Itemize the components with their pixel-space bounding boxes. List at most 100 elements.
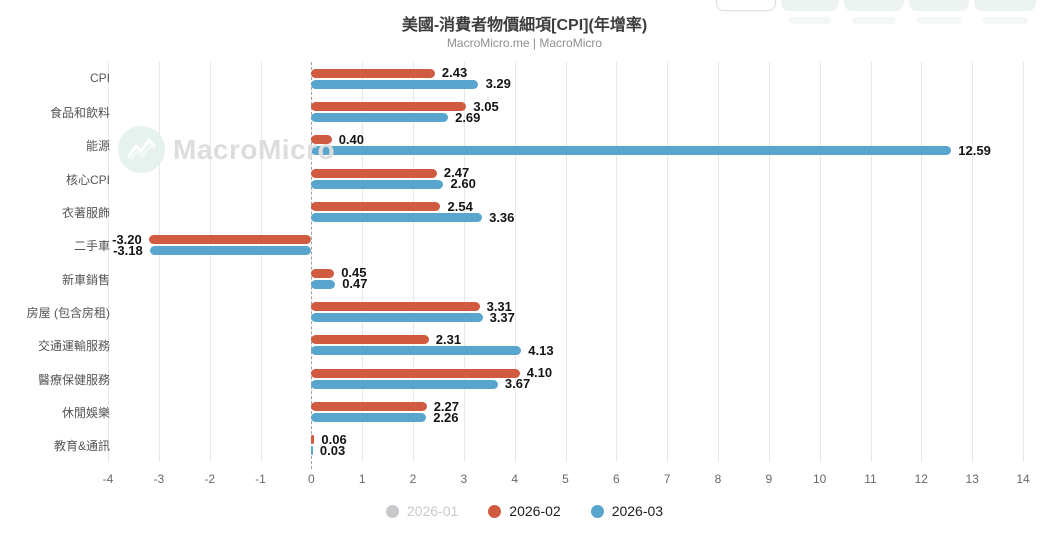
toolbar-button-5[interactable]: [974, 0, 1036, 11]
bar-value-label: 3.05: [473, 98, 499, 114]
gridline: [616, 62, 618, 462]
bar-2026-03-能源[interactable]: [311, 146, 952, 156]
x-tick-label: 2: [409, 472, 417, 486]
x-tick-label: -2: [204, 472, 216, 486]
bar-2026-02-二手車[interactable]: [148, 235, 312, 245]
legend-item-2026-03[interactable]: 2026-03: [590, 503, 664, 519]
x-tick-label: -3: [153, 472, 165, 486]
bar-value-label: 0.45: [341, 265, 367, 281]
gridline: [870, 62, 872, 462]
bar-2026-02-CPI[interactable]: [311, 68, 435, 78]
category-label: 醫療保健服務: [37, 372, 110, 387]
toolbar-button-3[interactable]: [844, 0, 904, 11]
bar-value-label: 12.59: [958, 142, 991, 158]
legend-label: 2026-03: [611, 503, 664, 519]
x-tick-label: 1: [358, 472, 366, 486]
gridline: [1023, 62, 1024, 462]
bar-2026-02-交通運輸服務[interactable]: [311, 335, 429, 345]
gridline: [260, 62, 262, 462]
bar-2026-03-房屋 (包含房租)[interactable]: [311, 313, 483, 322]
x-tick-label: 5: [562, 472, 569, 486]
bar-value-label: 4.10: [526, 365, 553, 381]
legend-item-2026-02[interactable]: 2026-02: [488, 503, 561, 519]
x-tick-label: 7: [663, 472, 671, 486]
bar-value-label: 2.43: [441, 65, 468, 81]
gridline: [718, 62, 719, 462]
bar-2026-02-醫療保健服務[interactable]: [311, 368, 520, 378]
plot-area: -4 -3 -2 -1 0 1 2 3 4 5 6 7 8 9 10 11 12 13 14 2.43 3.29 3.05…: [103, 62, 1030, 486]
bar-2026-03-CPI[interactable]: [311, 79, 479, 89]
gridline: [158, 62, 160, 462]
category-label: 食品和飲料: [49, 106, 110, 120]
legend-label: 2026-02: [509, 503, 561, 519]
gridline: [463, 62, 465, 462]
bar-2026-03-休閒娛樂[interactable]: [311, 413, 427, 422]
bar-value-label: 3.31: [486, 298, 512, 314]
bar-2026-03-二手車[interactable]: [149, 246, 312, 256]
category-label: 能源: [85, 139, 110, 154]
category-label: 休閒娛樂: [61, 406, 110, 420]
toolbar-button-shadow: [789, 17, 831, 24]
bar-2026-03-醫療保健服務[interactable]: [311, 379, 498, 389]
zero-line: [311, 62, 313, 469]
category-label: 房屋 (包含房租): [26, 306, 110, 320]
bar-value-label: -3.20: [112, 231, 142, 247]
bar-2026-02-新車銷售[interactable]: [311, 268, 335, 278]
category-label: 二手車: [73, 239, 110, 254]
bar-value-label: 0.40: [338, 131, 364, 147]
bar-value-label: 2.47: [443, 165, 470, 181]
bar-2026-02-能源[interactable]: [311, 135, 332, 145]
x-tick-label: 6: [612, 472, 620, 486]
bar-2026-03-衣著服飾[interactable]: [311, 213, 483, 222]
gridline: [362, 62, 364, 462]
toolbar-button-2[interactable]: [781, 0, 839, 11]
bar-2026-02-衣著服飾[interactable]: [311, 202, 441, 211]
gridline: [768, 62, 770, 462]
chart-subtitle: MacroMicro.me | MacroMicro: [446, 36, 603, 50]
bar-2026-02-食品和飲料[interactable]: [311, 102, 467, 111]
legend-dot: [488, 504, 502, 518]
toolbar-button-4[interactable]: [909, 0, 969, 11]
gridline: [819, 62, 821, 462]
category-label: 衣著服飾: [61, 206, 110, 220]
bar-value-label: 0.47: [342, 276, 368, 292]
bar-2026-02-休閒娛樂[interactable]: [311, 402, 427, 411]
legend-label: 2026-01: [406, 503, 459, 519]
gridline: [108, 62, 109, 462]
x-tick-label: 3: [460, 472, 468, 486]
gridline: [667, 62, 669, 462]
bar-2026-03-教育&通訊[interactable]: [311, 446, 313, 456]
legend-dot: [590, 504, 604, 518]
legend-item-2026-01[interactable]: 2026-01: [385, 503, 459, 519]
bar-2026-02-教育&通訊[interactable]: [311, 435, 315, 445]
x-tick-label: -4: [102, 472, 114, 486]
x-tick-label: 10: [813, 472, 827, 486]
chart-title: 美國-消費者物價細項[CPI](年增率): [401, 17, 648, 34]
bar-2026-03-新車銷售[interactable]: [311, 279, 336, 289]
category-label: 核心CPI: [65, 172, 110, 187]
x-tick-label: 13: [965, 472, 979, 486]
x-tick-label: 14: [1016, 472, 1030, 486]
gridline: [921, 62, 923, 462]
bar-2026-03-核心CPI[interactable]: [311, 179, 444, 189]
x-tick-label: 8: [714, 472, 722, 486]
x-tick-label: 9: [765, 472, 773, 486]
bar-value-label: 2.54: [447, 198, 473, 214]
bar-value-label: 2.27: [433, 398, 459, 414]
legend: 2026-01 2026-02 2026-03: [0, 503, 1049, 519]
bar-2026-03-食品和飲料[interactable]: [311, 113, 448, 122]
bar-value-label: 3.67: [504, 376, 531, 392]
x-tick-label: 11: [864, 472, 877, 486]
bar-2026-03-交通運輸服務[interactable]: [311, 346, 522, 356]
toolbar-button-shadow: [982, 17, 1028, 24]
toolbar-button-shadow: [852, 17, 896, 24]
toolbar-button-1[interactable]: [716, 0, 776, 11]
gridline: [972, 62, 974, 462]
bar-2026-02-核心CPI[interactable]: [311, 168, 437, 178]
bar-value-label: 4.13: [528, 342, 554, 358]
category-label: 教育&通訊: [53, 439, 110, 454]
legend-dot: [385, 504, 399, 518]
gridline: [565, 62, 567, 462]
bar-value-label: 3.29: [485, 76, 511, 92]
bar-2026-02-房屋 (包含房租)[interactable]: [311, 302, 480, 311]
